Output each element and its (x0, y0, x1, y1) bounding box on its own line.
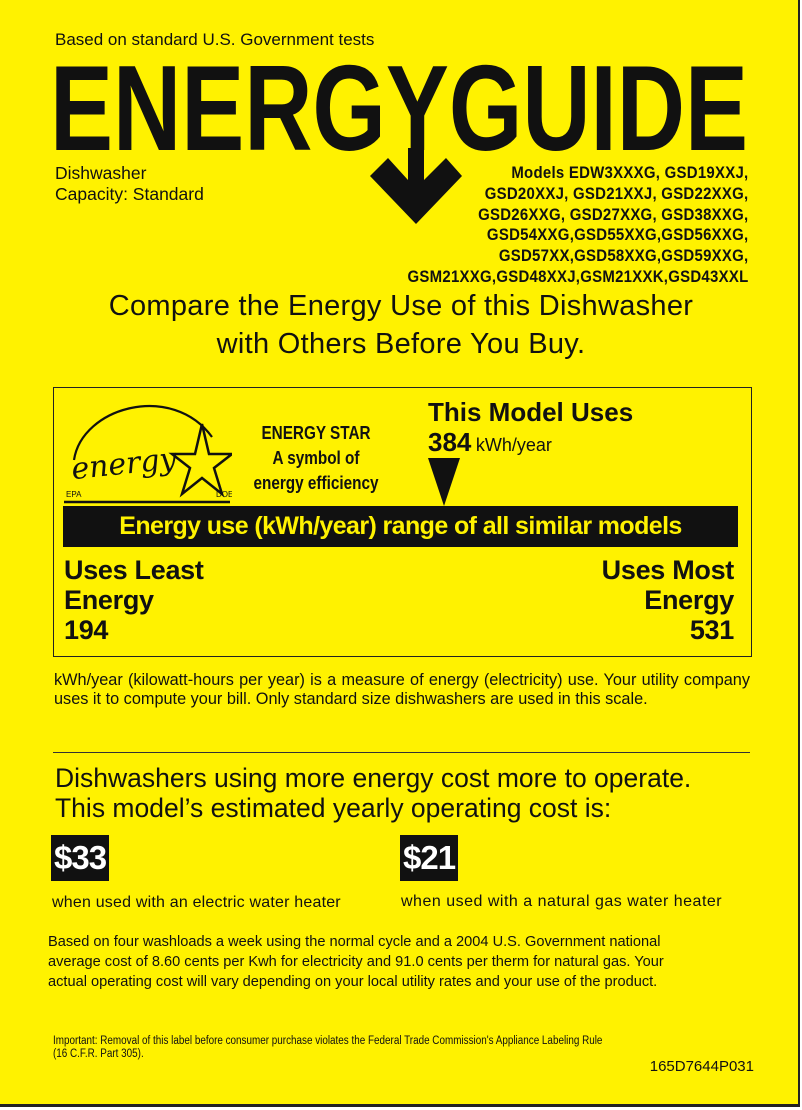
uses-least-label: Energy (64, 585, 154, 615)
legal-notice: Important: Removal of this label before … (53, 1035, 602, 1061)
model-usage-value: 384 (428, 427, 472, 457)
cost-heading-line: Dishwashers using more energy cost more … (55, 763, 692, 793)
arrow-down-icon (370, 148, 462, 224)
cost-heading-line: This model’s estimated yearly operating … (55, 793, 612, 823)
uses-most: Uses Most Energy 531 (601, 555, 735, 645)
model-usage-unit: kWh/year (475, 435, 552, 455)
cost-basis: Based on four washloads a week using the… (48, 932, 664, 992)
electric-caption: when used with an electric water heater (52, 894, 341, 911)
models-line: GSD54XXG,GSD55XXG,GSD56XXG, (486, 225, 748, 245)
kwh-explanation: kWh/year (kilowatt-hours per year) is a … (54, 671, 750, 708)
models-line: GSD26XXG, GSD27XXG, GSD38XXG, (477, 204, 748, 224)
legal-notice-line: (16 C.F.R. Part 305). (53, 1048, 144, 1060)
appliance-type: Dishwasher (55, 163, 147, 183)
energy-star-line: energy efficiency (253, 473, 379, 493)
gas-cost: $21 (400, 835, 459, 881)
energy-star-line: ENERGY STAR (261, 423, 371, 443)
models-line: GSD57XX,GSD58XXG,GSD59XXG, (498, 246, 748, 266)
capacity: Capacity: Standard (55, 184, 204, 204)
logo-doe: DOE (216, 490, 232, 499)
electric-cost: $33 (51, 835, 110, 881)
tests-note: Based on standard U.S. Government tests (55, 30, 375, 49)
cost-heading: Dishwashers using more energy cost more … (55, 763, 691, 823)
compare-line-1: Compare the Energy Use of this Dishwashe… (108, 290, 694, 322)
gas-caption: when used with a natural gas water heate… (401, 893, 723, 910)
energy-star-line: A symbol of (272, 448, 360, 468)
models-list: Models EDW3XXXG, GSD19XXJ, GSD20XXJ, GSD… (407, 163, 748, 288)
uses-most-value: 531 (689, 615, 734, 645)
divider (53, 752, 750, 753)
energyguide-title: ENERGYGUIDE (50, 58, 748, 154)
cost-basis-line: average cost of 8.60 cents per Kwh for e… (48, 954, 664, 970)
energy-use-box (53, 387, 752, 657)
model-usage: 384 kWh/year (428, 427, 552, 458)
pointer-triangle-icon (428, 458, 460, 506)
energy-star-text: ENERGY STAR A symbol of energy efficienc… (248, 421, 384, 496)
legal-notice-line: Important: Removal of this label before … (53, 1035, 603, 1047)
energy-star-logo: energy EPA DOE (64, 404, 232, 504)
logo-epa: EPA (66, 490, 82, 499)
this-model-uses-label: This Model Uses (428, 397, 634, 427)
models-line: Models EDW3XXXG, GSD19XXJ, (510, 163, 748, 182)
uses-least: Uses Least Energy 194 (64, 555, 204, 645)
uses-least-value: 194 (64, 615, 109, 645)
range-bar: Energy use (kWh/year) range of all simil… (63, 506, 738, 547)
uses-least-label: Uses Least (64, 555, 204, 585)
uses-most-label: Uses Most (601, 555, 735, 585)
appliance-info: Dishwasher Capacity: Standard (55, 163, 204, 205)
models-line: GSD20XXJ, GSD21XXJ, GSD22XXG, (484, 183, 748, 203)
models-line: GSM21XXG,GSD48XXJ,GSM21XXK,GSD43XXL (407, 266, 748, 286)
cost-basis-line: Based on four washloads a week using the… (48, 934, 661, 950)
uses-most-label: Energy (644, 585, 734, 615)
compare-line-2: with Others Before You Buy. (216, 328, 586, 360)
label-code: 165D7644P031 (649, 1058, 754, 1075)
title-text: ENERGYGUIDE (50, 58, 748, 154)
logo-energy-text: energy (70, 441, 179, 487)
cost-basis-line: actual operating cost will vary dependin… (48, 974, 658, 990)
